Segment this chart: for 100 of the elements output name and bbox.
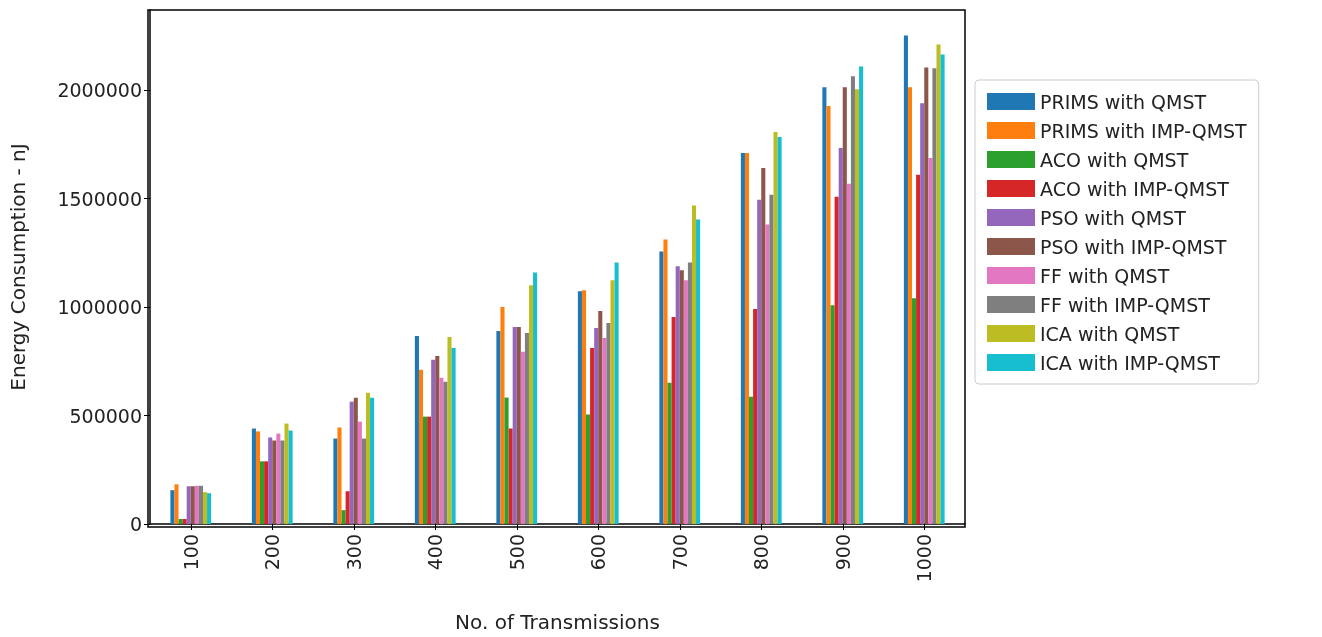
bar [414,335,419,524]
bar [174,484,179,524]
bar [337,427,342,524]
bar [512,327,517,524]
bar [659,251,664,524]
bar [451,347,456,524]
bar [740,152,745,524]
bar [357,421,362,524]
bar [903,35,908,524]
bar [186,486,191,524]
bar [940,54,945,524]
bar [830,305,835,524]
bar [496,330,501,524]
bar [691,205,697,524]
x-tick-label: 600 [587,534,610,571]
legend-label: PSO with IMP-QMST [1040,235,1227,258]
bar [500,307,505,524]
bar [178,519,183,524]
bar [361,438,366,524]
legend-label: ICA with QMST [1040,322,1180,345]
bar [834,196,839,524]
bar [936,44,941,524]
bar [838,147,843,524]
bar [859,66,864,524]
bar [679,270,684,524]
bar [577,291,582,524]
bar [683,280,688,524]
bar [671,317,676,524]
bar [533,272,538,524]
legend-label: ACO with IMP-QMST [1040,177,1230,200]
bar [268,437,273,524]
bar [280,440,285,524]
bar [528,285,534,524]
bar [753,309,758,524]
x-axis-title: No. of Transmissions [455,610,660,634]
bar [255,431,261,524]
bar [447,337,452,524]
bar [251,428,256,524]
y-tick-label: 500000 [69,404,142,427]
bar [170,490,175,524]
bar [744,152,750,524]
bar [353,397,358,524]
bar [598,311,603,524]
bar [916,174,921,524]
bar [284,423,289,524]
legend-label: FF with IMP-QMST [1040,293,1211,316]
bar [341,510,346,524]
bar [675,266,680,524]
y-tick-label: 0 [129,513,142,535]
bar [687,262,692,524]
bar [182,519,187,524]
bar [504,397,509,524]
legend-label: FF with QMST [1040,264,1170,287]
y-axis-title: Energy Consumption - nJ [6,143,30,391]
x-tick-label: 300 [342,534,365,571]
bar [826,106,831,524]
bar [276,433,281,524]
bar [333,438,338,524]
bar [581,290,587,524]
legend-label: PRIMS with QMST [1040,90,1207,113]
legend-label: PSO with QMST [1040,206,1187,229]
bar [924,67,929,524]
x-tick-label: 1000 [913,534,936,583]
bar [524,332,529,524]
bar [777,137,782,524]
y-tick-label: 1500000 [57,187,142,210]
bar [842,87,847,524]
bar [586,414,591,524]
bar [696,219,701,524]
bar [370,397,375,524]
bar [190,486,195,524]
bar [667,382,672,524]
bar [932,68,937,524]
legend-label: ACO with QMST [1040,148,1189,171]
bar [427,416,432,524]
bar [418,369,424,524]
x-tick-label: 800 [750,534,773,571]
bar [260,461,265,524]
bar [602,337,607,524]
bar [594,327,599,524]
bar [198,485,203,524]
bar [928,157,933,524]
bar [846,183,851,524]
bar [765,224,770,524]
legend-label: PRIMS with IMP-QMST [1040,119,1248,142]
bar [423,416,428,524]
bar [614,262,619,524]
y-tick-label: 2000000 [57,79,142,102]
bar [443,381,448,524]
bar [435,355,440,524]
bar [365,392,371,524]
x-tick-label: 400 [424,534,447,571]
x-tick-label: 500 [505,534,528,571]
bar [207,493,212,524]
bar [272,440,277,524]
x-tick-label: 700 [668,534,691,571]
bar [769,194,774,524]
bar [520,351,525,524]
bar [822,87,827,524]
bar [264,461,269,524]
